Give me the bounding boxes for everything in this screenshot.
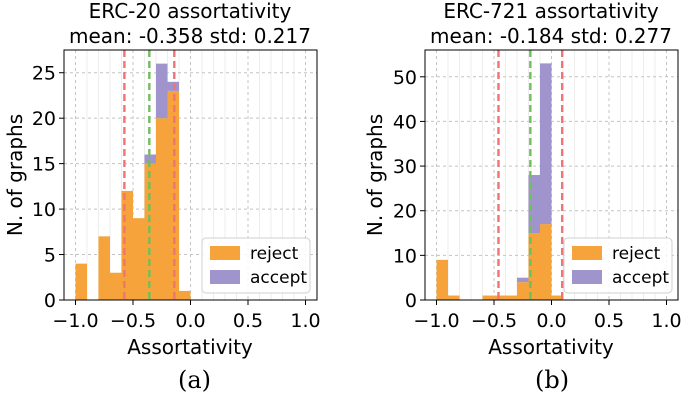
chart-b-y-tick-label: 30	[393, 156, 417, 178]
chart-a-x-tick-label: 0.0	[175, 310, 205, 332]
chart-a-bar-reject	[98, 236, 110, 300]
chart-b-bar-reject	[482, 295, 494, 300]
chart-b-bar-accept	[540, 63, 552, 225]
chart-a-y-label: N. of graphs	[3, 114, 27, 236]
chart-a-x-tick-label: −1.0	[52, 310, 98, 332]
chart-b-bar-accept	[528, 175, 540, 234]
chart-b: −1.0 −0.5 0.0 0.5 1.0 0 10 20 30 40 50 ERC-721 asso…	[363, 0, 682, 359]
chart-b-y-label: N. of graphs	[363, 114, 387, 236]
chart-a-x-label: Assortativity	[127, 335, 253, 359]
caption-a: (a)	[178, 366, 212, 394]
chart-b-y-tick-label: 40	[393, 111, 417, 133]
chart-b-title: ERC-721 assortativity	[443, 0, 659, 23]
chart-a-bar-reject	[110, 272, 122, 300]
chart-b-bar-reject	[494, 295, 506, 300]
chart-a-y-tick-label: 10	[32, 199, 56, 221]
caption-b: (b)	[535, 366, 570, 394]
chart-a-bar-reject	[75, 263, 87, 300]
chart-a-bar-reject	[133, 218, 145, 300]
chart-b-bar-reject	[517, 282, 529, 300]
chart-b-y-tick-label: 20	[393, 201, 417, 223]
chart-a-bar-accept	[156, 63, 168, 119]
chart-a-bar-reject	[156, 118, 168, 300]
chart-a: −1.0 −0.5 0.0 0.5 1.0 0 5 10 15 20 25 ERC-20 assort…	[3, 0, 321, 359]
chart-b-bar-reject	[551, 295, 563, 300]
chart-a-y-tick-label: 20	[32, 108, 56, 130]
chart-b-x-tick-label: −0.5	[471, 310, 517, 332]
chart-b-bar-reject	[528, 233, 540, 300]
chart-a-y-tick-label: 25	[32, 63, 56, 85]
chart-b-legend-swatch-reject	[572, 246, 602, 260]
chart-a-legend-swatch-reject	[210, 246, 240, 260]
chart-b-y-tick-label: 50	[393, 67, 417, 89]
chart-b-subtitle: mean: -0.184 std: 0.277	[430, 24, 672, 48]
chart-b-x-tick-label: 0.5	[594, 310, 624, 332]
chart-b-legend-swatch-accept	[572, 270, 602, 284]
chart-a-legend: reject accept	[201, 237, 311, 294]
chart-b-legend: reject accept	[563, 237, 673, 294]
chart-a-y-tick-label: 15	[32, 154, 56, 176]
chart-a-legend-label-reject: reject	[250, 244, 299, 264]
chart-b-bar-reject	[540, 224, 552, 300]
chart-a-y-tick-label: 5	[44, 245, 56, 267]
chart-a-subtitle: mean: -0.358 std: 0.217	[69, 24, 311, 48]
chart-b-bar-reject	[505, 295, 517, 300]
chart-b-x-tick-label: −1.0	[413, 310, 459, 332]
chart-b-x-tick-label: 0.0	[536, 310, 566, 332]
chart-b-x-label: Assortativity	[488, 335, 614, 359]
chart-b-bar-reject	[448, 295, 460, 300]
chart-a-y-tick-label: 0	[44, 290, 56, 312]
chart-b-bar-reject	[436, 259, 448, 300]
chart-a-x-tick-label: −0.5	[110, 310, 156, 332]
chart-a-bar-reject	[121, 190, 133, 300]
chart-b-legend-label-accept: accept	[612, 268, 669, 288]
chart-b-legend-label-reject: reject	[612, 244, 661, 264]
chart-b-bar-accept	[517, 277, 529, 283]
chart-a-bar-reject	[179, 290, 191, 300]
chart-a-x-tick-label: 0.5	[233, 310, 263, 332]
chart-a-legend-swatch-accept	[210, 270, 240, 284]
chart-b-y-tick-label: 10	[393, 245, 417, 267]
chart-b-x-tick-label: 1.0	[651, 310, 681, 332]
chart-b-y-tick-label: 0	[405, 290, 417, 312]
chart-a-title: ERC-20 assortativity	[89, 0, 292, 23]
chart-a-bar-accept	[144, 154, 156, 164]
chart-a-x-tick-label: 1.0	[290, 310, 320, 332]
chart-a-legend-label-accept: accept	[250, 268, 307, 288]
